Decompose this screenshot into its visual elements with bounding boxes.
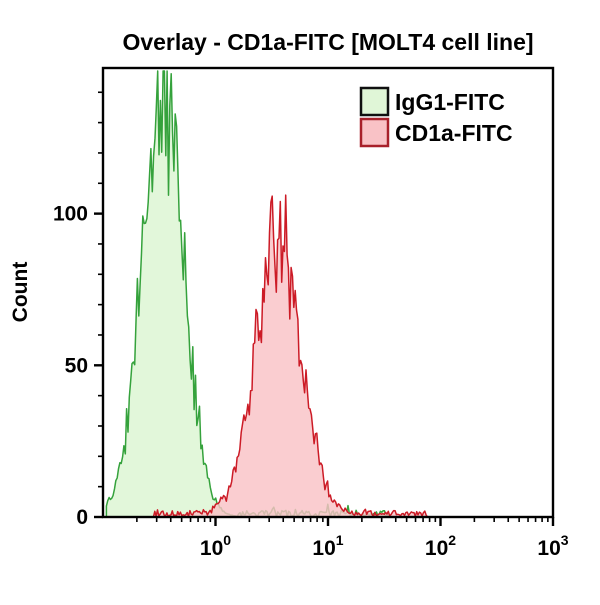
x-tick-label: 102: [425, 532, 456, 560]
series-fill-cd1a-fitc: [148, 195, 435, 517]
y-axis-label: Count: [9, 262, 32, 323]
legend-swatch-igg1-fitc: [359, 86, 390, 117]
y-tick-label: 100: [53, 203, 88, 226]
y-tick-label: 0: [76, 506, 88, 529]
series-outline-cd1a-fitc: [148, 194, 435, 517]
legend-swatch-cd1a-fitc: [359, 117, 390, 148]
y-tick-label: 50: [65, 354, 88, 377]
x-tick-label: 100: [200, 532, 231, 560]
histogram-curves: [105, 70, 435, 517]
legend: IgG1-FITC CD1a-FITC: [359, 86, 513, 148]
legend-label-cd1a-fitc: CD1a-FITC: [395, 120, 513, 146]
series-fill-igg1-fitc: [106, 71, 396, 517]
axes: [94, 66, 555, 526]
x-tick-label: 103: [537, 532, 568, 560]
chart-title: Overlay - CD1a-FITC [MOLT4 cell line]: [122, 29, 533, 55]
x-tick-label: 101: [312, 532, 343, 560]
legend-label-igg1-fitc: IgG1-FITC: [395, 89, 505, 115]
